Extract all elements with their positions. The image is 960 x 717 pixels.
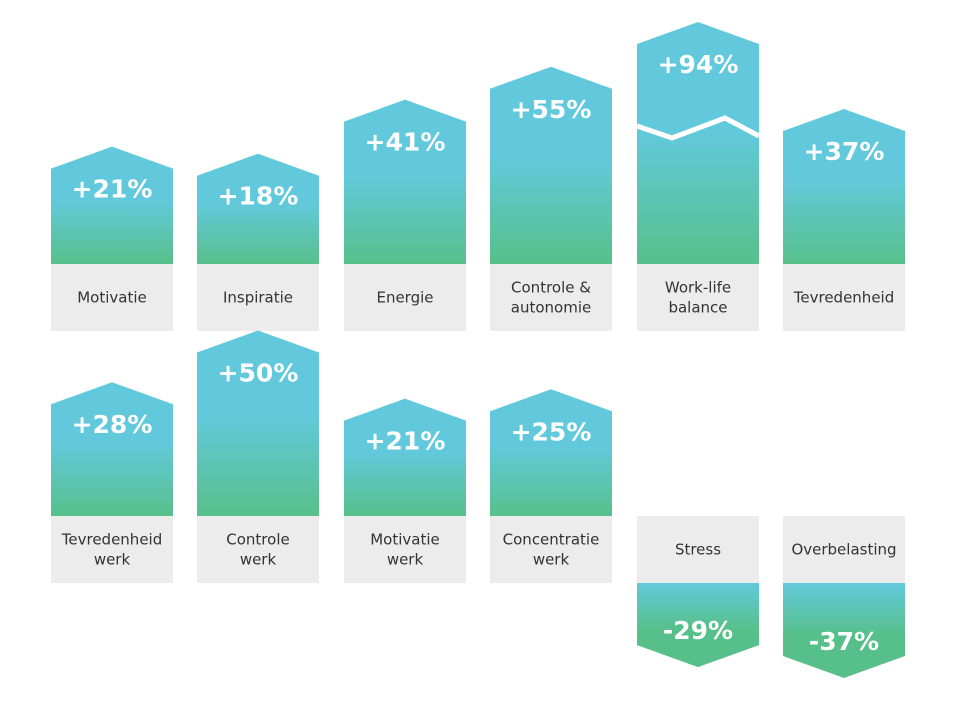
value-label-overbelasting: -37% xyxy=(809,627,879,656)
bar-motivatie xyxy=(51,146,173,264)
category-label-motivatie-werk: Motivatie xyxy=(370,531,440,549)
category-label-tevredenheid-werk: Tevredenheid xyxy=(61,531,162,549)
value-label-work-life-balance: +94% xyxy=(658,50,739,79)
axis-break-work-life-balance xyxy=(636,115,761,141)
bar-inspiratie xyxy=(197,153,319,264)
category-label-controle-werk: Controle xyxy=(226,531,289,549)
value-label-tevredenheid-werk: +28% xyxy=(72,410,153,439)
value-label-motivatie: +21% xyxy=(72,175,153,204)
label-box-concentratie-werk xyxy=(490,516,612,583)
category-label-controle-autonomie: Controle & xyxy=(511,279,591,297)
category-label-controle-autonomie: autonomie xyxy=(511,299,591,317)
category-label-tevredenheid-werk: werk xyxy=(94,551,131,569)
label-box-work-life-balance xyxy=(637,264,759,331)
bar-energie xyxy=(344,99,466,265)
bar-controle-autonomie xyxy=(490,66,612,264)
bar-motivatie-werk xyxy=(344,398,466,516)
label-box-tevredenheid-werk xyxy=(51,516,173,583)
bar-work-life-balance xyxy=(637,22,759,264)
bar-stress xyxy=(637,583,759,668)
label-box-overbelasting xyxy=(783,516,905,583)
bar-tevredenheid xyxy=(783,109,905,264)
value-label-stress: -29% xyxy=(663,616,733,645)
label-box-stress xyxy=(637,516,759,583)
category-label-tevredenheid: Tevredenheid xyxy=(793,289,894,307)
category-label-controle-werk: werk xyxy=(240,551,277,569)
category-label-work-life-balance: balance xyxy=(668,299,727,317)
label-box-tevredenheid xyxy=(783,264,905,331)
label-box-motivatie-werk xyxy=(344,516,466,583)
bar-overbelasting xyxy=(783,583,905,678)
value-label-controle-autonomie: +55% xyxy=(511,95,592,124)
value-label-inspiratie: +18% xyxy=(218,182,299,211)
label-box-controle-autonomie xyxy=(490,264,612,331)
value-label-tevredenheid: +37% xyxy=(804,137,885,166)
label-box-motivatie xyxy=(51,264,173,331)
value-label-concentratie-werk: +25% xyxy=(511,417,592,446)
value-label-controle-werk: +50% xyxy=(218,359,299,388)
category-label-concentratie-werk: werk xyxy=(533,551,570,569)
category-label-motivatie: Motivatie xyxy=(77,289,147,307)
category-label-concentratie-werk: Concentratie xyxy=(503,531,600,549)
category-label-stress: Stress xyxy=(675,541,721,559)
bar-tevredenheid-werk xyxy=(51,382,173,516)
label-box-controle-werk xyxy=(197,516,319,583)
category-label-motivatie-werk: werk xyxy=(387,551,424,569)
label-box-inspiratie xyxy=(197,264,319,331)
category-label-overbelasting: Overbelasting xyxy=(791,541,896,559)
category-label-work-life-balance: Work-life xyxy=(665,279,731,297)
label-box-energie xyxy=(344,264,466,331)
category-label-inspiratie: Inspiratie xyxy=(223,289,293,307)
value-label-motivatie-werk: +21% xyxy=(365,427,446,456)
bar-concentratie-werk xyxy=(490,389,612,516)
value-label-energie: +41% xyxy=(365,128,446,157)
category-label-energie: Energie xyxy=(376,289,433,307)
bar-controle-werk xyxy=(197,330,319,516)
